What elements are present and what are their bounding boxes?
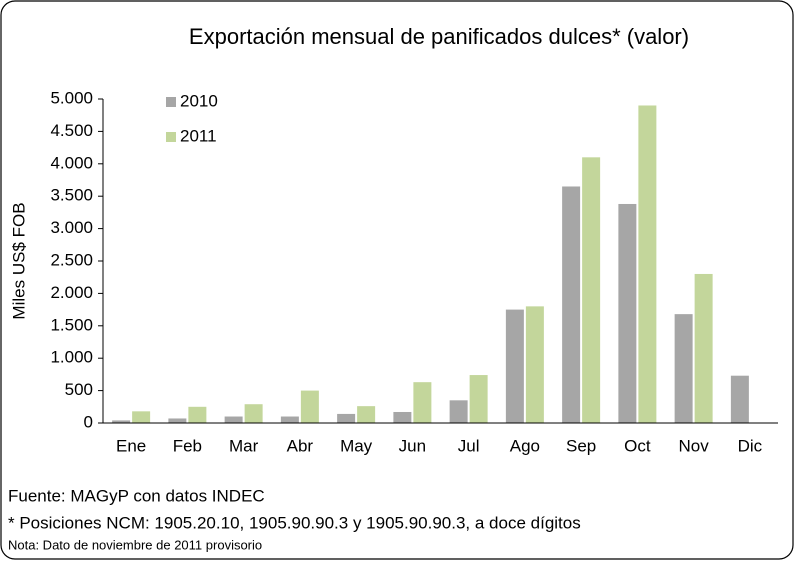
y-tick-label: 0 xyxy=(84,412,93,431)
y-tick-label: 1.000 xyxy=(50,348,93,367)
bar xyxy=(337,413,356,423)
y-tick-label: 1.500 xyxy=(50,315,93,334)
bar xyxy=(244,404,263,423)
y-tick-label: 2.000 xyxy=(50,283,93,302)
x-tick-label: Nov xyxy=(679,436,710,455)
bar xyxy=(280,416,299,423)
x-tick-label: Feb xyxy=(173,436,202,455)
y-tick-label: 2.500 xyxy=(50,250,93,269)
y-tick-label: 500 xyxy=(65,380,93,399)
bar xyxy=(674,314,693,423)
bar xyxy=(188,406,207,423)
bar xyxy=(730,375,749,423)
y-tick-label: 4.500 xyxy=(50,121,93,140)
bar xyxy=(562,186,581,423)
note: Nota: Dato de noviembre de 2011 provisor… xyxy=(8,537,262,552)
bar xyxy=(525,306,544,423)
bar xyxy=(168,418,187,423)
bar xyxy=(357,406,376,423)
y-tick-label: 4.000 xyxy=(50,153,93,172)
legend-swatch xyxy=(166,132,176,142)
chart-title: Exportación mensual de panificados dulce… xyxy=(189,24,689,49)
y-axis-label: Miles US$ FOB xyxy=(9,202,28,319)
x-tick-label: Ene xyxy=(116,436,146,455)
bar xyxy=(469,375,488,423)
bar xyxy=(224,416,243,423)
bar xyxy=(694,273,713,423)
x-tick-label: Oct xyxy=(624,436,651,455)
bar xyxy=(132,411,151,423)
note: * Posiciones NCM: 1905.20.10, 1905.90.90… xyxy=(8,513,581,532)
x-tick-label: Dic xyxy=(738,436,763,455)
x-tick-label: Jun xyxy=(399,436,426,455)
x-tick-label: Ago xyxy=(510,436,540,455)
legend-swatch xyxy=(166,97,176,107)
x-tick-label: Mar xyxy=(229,436,259,455)
legend-label: 2011 xyxy=(180,126,217,145)
x-tick-label: May xyxy=(340,436,373,455)
note: Fuente: MAGyP con datos INDEC xyxy=(8,486,265,505)
bar xyxy=(638,105,657,423)
x-tick-label: Sep xyxy=(566,436,596,455)
y-tick-label: 3.500 xyxy=(50,186,93,205)
x-tick-label: Jul xyxy=(458,436,480,455)
y-tick-label: 5.000 xyxy=(50,88,93,107)
bar xyxy=(112,420,131,423)
bar xyxy=(449,400,468,423)
bar xyxy=(300,390,319,423)
bar xyxy=(618,203,637,423)
bar xyxy=(393,411,412,423)
bar xyxy=(582,157,601,423)
legend-label: 2010 xyxy=(180,91,218,110)
x-tick-label: Abr xyxy=(287,436,314,455)
y-tick-label: 3.000 xyxy=(50,218,93,237)
bar xyxy=(505,309,524,423)
bar xyxy=(413,382,432,423)
